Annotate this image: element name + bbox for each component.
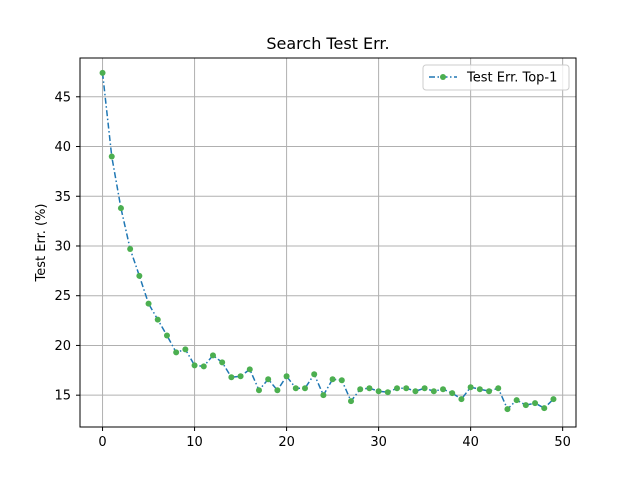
y-tick-label: 40 (54, 140, 71, 155)
data-point (237, 373, 244, 380)
data-point (541, 405, 548, 412)
data-point (366, 385, 373, 392)
legend-box (422, 64, 570, 91)
y-tick-label: 45 (54, 90, 71, 105)
data-point (154, 316, 161, 323)
legend: Test Err. Top-1 (422, 64, 570, 91)
data-point (532, 400, 539, 407)
x-tick-label: 10 (186, 435, 203, 450)
data-point (311, 371, 318, 378)
data-point (329, 376, 336, 383)
data-point (384, 389, 391, 396)
data-point (394, 385, 401, 392)
data-point (338, 377, 345, 384)
chart-title: Search Test Err. (266, 34, 389, 53)
data-point (412, 388, 419, 395)
data-point (476, 386, 483, 393)
data-point (163, 332, 170, 339)
data-point (209, 352, 216, 359)
data-point (255, 387, 262, 394)
data-point (522, 402, 529, 409)
data-point (117, 205, 124, 212)
x-axis: 0 10 20 30 40 50 (98, 427, 571, 450)
data-point (283, 373, 290, 380)
y-tick-label: 15 (54, 389, 71, 404)
y-axis-label: Test Err. (%) (34, 204, 49, 283)
data-point (486, 388, 493, 395)
data-point (136, 272, 143, 279)
x-tick-label: 50 (554, 435, 571, 450)
data-point (440, 386, 447, 393)
data-point (430, 388, 437, 395)
data-point (403, 385, 410, 392)
y-tick-label: 30 (54, 239, 71, 254)
x-tick-label: 20 (278, 435, 295, 450)
data-point (320, 392, 327, 399)
data-point (108, 153, 115, 160)
data-point (375, 388, 382, 395)
data-point (246, 366, 253, 373)
data-point (357, 386, 364, 393)
grid (80, 58, 576, 427)
legend-label: Test Err. Top-1 (466, 71, 557, 86)
y-tick-label: 35 (54, 190, 71, 205)
series-polyline (101, 72, 554, 411)
data-point (449, 390, 456, 397)
data-point (145, 300, 152, 307)
data-point (348, 398, 355, 405)
x-tick-label: 0 (98, 435, 106, 450)
data-point (99, 69, 106, 76)
y-axis: 15 20 25 30 35 40 45 (54, 90, 80, 404)
data-point (421, 385, 428, 392)
data-point (265, 376, 272, 383)
data-point (504, 406, 511, 413)
data-point (191, 362, 198, 369)
series-markers (99, 69, 557, 413)
data-point (228, 374, 235, 381)
data-point (513, 397, 520, 404)
y-tick-label: 20 (54, 339, 71, 354)
data-point (200, 363, 207, 370)
data-point (458, 396, 465, 403)
data-point (301, 385, 308, 392)
series-line (101, 72, 554, 411)
x-tick-label: 30 (370, 435, 387, 450)
x-tick-label: 40 (462, 435, 479, 450)
data-point (467, 384, 474, 391)
data-point (127, 245, 134, 252)
y-tick-label: 25 (54, 289, 71, 304)
data-point (173, 349, 180, 356)
plot-area-frame (79, 57, 577, 428)
legend-marker-swatch (440, 74, 446, 80)
data-point (274, 387, 281, 394)
data-point (292, 385, 299, 392)
data-point (182, 346, 189, 353)
data-point (550, 396, 557, 403)
data-point (495, 385, 502, 392)
data-point (219, 359, 226, 366)
